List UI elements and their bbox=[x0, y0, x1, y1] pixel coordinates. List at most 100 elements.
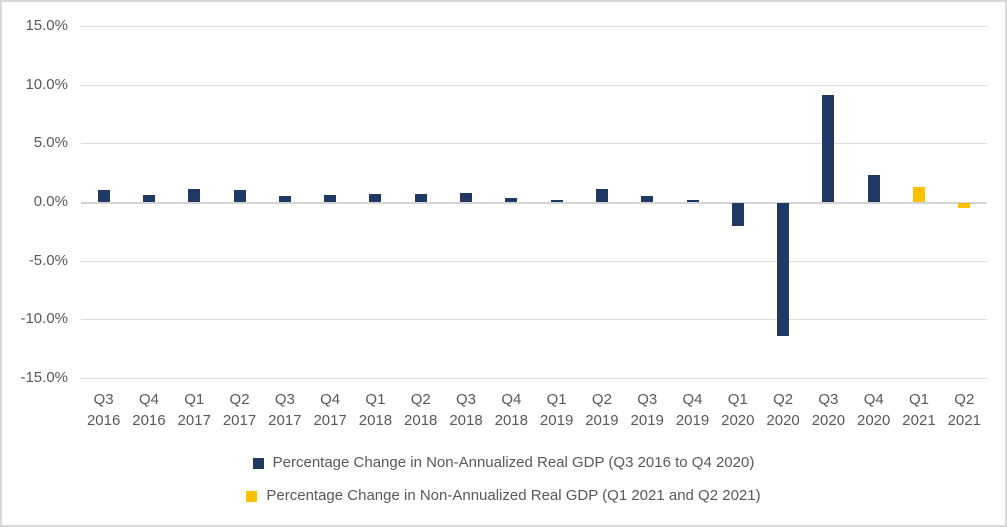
bar-q1-2018 bbox=[369, 193, 382, 202]
bar-column bbox=[851, 26, 896, 378]
x-tick-quarter: Q3 bbox=[456, 391, 477, 408]
bar-column bbox=[715, 26, 760, 378]
legend-label: Percentage Change in Non-Annualized Real… bbox=[272, 454, 755, 471]
bar-q2-2018 bbox=[414, 193, 427, 202]
bar-q4-2016 bbox=[142, 194, 155, 202]
bar-q2-2020 bbox=[777, 203, 790, 336]
bar-q4-2019 bbox=[686, 199, 699, 202]
x-tick-year: 2018 bbox=[404, 412, 438, 429]
x-tick-quarter: Q3 bbox=[818, 391, 839, 408]
bar-column bbox=[353, 26, 398, 378]
x-tick-year: 2016 bbox=[132, 412, 166, 429]
y-tick-label: -10.0% bbox=[20, 310, 68, 328]
bar-column bbox=[308, 26, 353, 378]
x-tick-year: 2016 bbox=[86, 412, 121, 429]
x-tick-year: 2021 bbox=[947, 412, 981, 429]
bar-column bbox=[806, 26, 851, 378]
bar-q1-2019 bbox=[550, 199, 563, 202]
y-tick-label: -5.0% bbox=[28, 251, 68, 269]
x-tick-quarter: Q1 bbox=[727, 391, 748, 408]
x-tick-year: 2020 bbox=[811, 412, 846, 429]
x-tick-year: 2017 bbox=[222, 412, 257, 429]
x-tick-quarter: Q3 bbox=[637, 391, 658, 408]
gridline bbox=[81, 378, 987, 379]
x-tick-label: Q2 2020 bbox=[760, 389, 805, 431]
x-tick-label: Q1 2021 bbox=[896, 389, 941, 431]
x-tick-quarter: Q1 bbox=[184, 391, 205, 408]
plot-area bbox=[81, 26, 987, 379]
x-tick-year: 2019 bbox=[585, 412, 619, 429]
gridline bbox=[81, 26, 987, 27]
x-tick-year: 2020 bbox=[766, 412, 800, 429]
x-tick-label: Q3 2016 bbox=[81, 389, 126, 431]
bar-q3-2018 bbox=[460, 192, 473, 202]
y-tick-label: 10.0% bbox=[25, 75, 68, 93]
bar-column bbox=[896, 26, 941, 378]
x-tick-year: 2019 bbox=[630, 412, 664, 429]
gridline bbox=[81, 319, 987, 321]
bar-column bbox=[579, 26, 624, 378]
bar-column bbox=[761, 26, 806, 378]
legend-item: Percentage Change in Non-Annualized Real… bbox=[246, 487, 761, 505]
x-tick-label: Q2 2021 bbox=[942, 389, 987, 431]
bar-column bbox=[262, 26, 307, 378]
bar-column bbox=[443, 26, 488, 378]
x-tick-quarter: Q1 bbox=[546, 391, 567, 408]
x-tick-year: 2017 bbox=[177, 412, 211, 429]
bar-q1-2021 bbox=[913, 186, 926, 202]
x-tick-year: 2020 bbox=[857, 412, 891, 429]
x-tick-label: Q1 2020 bbox=[715, 389, 760, 431]
y-tick-label: -15.0% bbox=[20, 369, 68, 386]
x-tick-label: Q2 2017 bbox=[217, 389, 262, 431]
bar-column bbox=[942, 26, 987, 378]
x-tick-quarter: Q2 bbox=[410, 391, 431, 408]
x-tick-quarter: Q2 bbox=[229, 391, 250, 408]
x-tick-quarter: Q2 bbox=[773, 391, 794, 408]
x-tick-label: Q1 2017 bbox=[172, 389, 217, 431]
bar-q4-2018 bbox=[505, 198, 518, 202]
gridline bbox=[81, 84, 987, 86]
x-tick-quarter: Q4 bbox=[863, 391, 884, 408]
bar-q3-2020 bbox=[822, 95, 835, 202]
x-tick-year: 2019 bbox=[675, 412, 710, 429]
x-tick-label: Q3 2019 bbox=[625, 389, 670, 431]
x-tick-quarter: Q1 bbox=[908, 391, 929, 408]
bar-column bbox=[81, 26, 126, 378]
x-tick-year: 2018 bbox=[358, 412, 393, 429]
legend-label: Percentage Change in Non-Annualized Real… bbox=[266, 487, 761, 504]
x-tick-quarter: Q3 bbox=[274, 391, 295, 408]
bar-column bbox=[489, 26, 534, 378]
bar-q3-2017 bbox=[278, 196, 291, 202]
legend: Percentage Change in Non-Annualized Real… bbox=[2, 454, 1005, 505]
bar-q2-2019 bbox=[595, 189, 608, 202]
gridline bbox=[81, 143, 987, 145]
x-tick-year: 2018 bbox=[449, 412, 483, 429]
x-tick-quarter: Q1 bbox=[365, 391, 386, 408]
x-tick-quarter: Q2 bbox=[591, 391, 612, 408]
bar-column bbox=[126, 26, 171, 378]
bar-column bbox=[670, 26, 715, 378]
y-tick-label: 0.0% bbox=[33, 193, 68, 210]
x-tick-year: 2019 bbox=[539, 412, 574, 429]
bar-q1-2017 bbox=[188, 189, 201, 202]
x-tick-quarter: Q3 bbox=[93, 391, 114, 408]
x-tick-label: Q2 2018 bbox=[398, 389, 443, 431]
y-tick-label: 15.0% bbox=[25, 17, 68, 34]
x-tick-label: Q4 2019 bbox=[670, 389, 715, 431]
x-tick-label: Q4 2020 bbox=[851, 389, 896, 431]
bar-q4-2020 bbox=[867, 175, 880, 202]
x-tick-year: 2018 bbox=[494, 412, 528, 429]
x-axis: Q3 2016 Q4 2016 Q1 2017 Q2 2017 Q3 2017 Q4 2017 Q1 20… bbox=[81, 389, 987, 431]
x-tick-label: Q1 2018 bbox=[353, 389, 398, 431]
x-tick-quarter: Q2 bbox=[954, 391, 975, 408]
bar-column bbox=[625, 26, 670, 378]
x-tick-quarter: Q4 bbox=[138, 391, 159, 408]
bar-q2-2021 bbox=[958, 203, 971, 208]
x-tick-label: Q3 2020 bbox=[806, 389, 851, 431]
x-tick-year: 2020 bbox=[721, 412, 755, 429]
legend-item: Percentage Change in Non-Annualized Real… bbox=[252, 454, 755, 472]
legend-swatch bbox=[246, 490, 258, 502]
x-tick-label: Q4 2018 bbox=[489, 389, 534, 431]
bar-column bbox=[217, 26, 262, 378]
y-tick-label: 5.0% bbox=[33, 134, 68, 152]
